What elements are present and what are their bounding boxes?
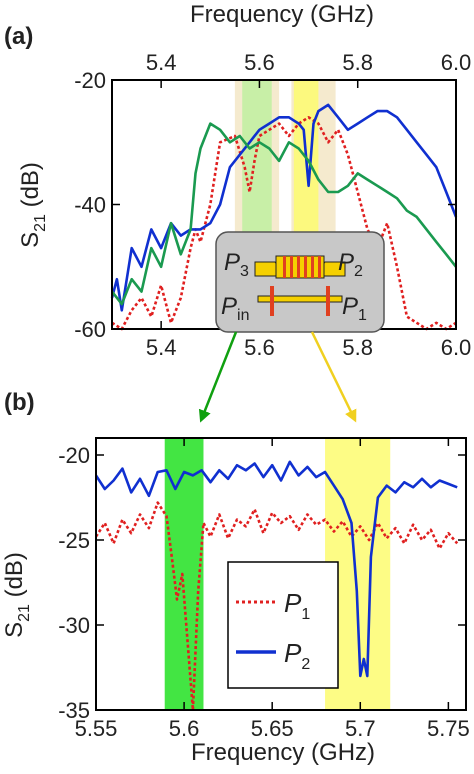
panel-a: (a) Frequency (GHz) 5.4 5.4 5.6 5.6 5.8 5.8 6.… [4, 1, 471, 423]
yellow-zoom-arrow [310, 331, 357, 423]
panel-b: (b) 5.55 5.6 5.65 5.7 5.75 -35 -30 -25 -20 Frequ… [1, 389, 470, 766]
panel-b-y-tick-label: -35 [58, 698, 90, 723]
inset-label-p3: P3 [224, 249, 249, 280]
panel-a-ticks: 5.4 5.4 5.6 5.6 5.8 5.8 6.0 6.0 -60 -40 -20 [74, 50, 471, 360]
panel-b-y-tick-label: -30 [58, 613, 90, 638]
inset-background [215, 231, 385, 333]
legend-label-p2: P2 [284, 638, 310, 673]
panel-b-x-tick-label: 5.75 [427, 716, 470, 741]
panel-a-x-top-tick-label: 5.8 [342, 50, 373, 75]
resonator-icon [254, 255, 346, 316]
panel-a-y-tick-label: -20 [74, 68, 106, 93]
panel-b-series-p2 [94, 460, 458, 678]
panel-a-label: (a) [4, 23, 33, 50]
panel-a-series-p2 [110, 103, 458, 312]
panel-b-x-axis-title: Frequency (GHz) [191, 739, 375, 766]
panel-a-x-tick-label: 6.0 [441, 335, 472, 360]
panel-a-x-tick-label: 5.6 [244, 335, 275, 360]
panel-a-x-axis-title: Frequency (GHz) [190, 1, 374, 28]
panel-b-plot-frame [95, 437, 467, 711]
panel-b-y-tick-label: -25 [58, 528, 90, 553]
inset-label-p2: P2 [338, 249, 363, 280]
panel-a-inset-diagram: P3 P2 Pin P1 [215, 231, 385, 333]
panel-a-series-p3 [110, 122, 458, 306]
panel-a-x-tick-label: 5.8 [342, 335, 373, 360]
panel-a-x-tick-label: 5.4 [146, 335, 177, 360]
panel-a-y-axis-title: S21 (dB) [17, 162, 49, 248]
panel-a-y-tick-label: -40 [74, 193, 106, 218]
panel-b-y-tick-label: -20 [58, 443, 90, 468]
inset-label-p1: P1 [342, 293, 367, 324]
green-zoom-arrow [198, 331, 238, 423]
panel-b-legend: P1 P2 [227, 561, 339, 689]
panel-a-series-p1 [111, 116, 457, 331]
panel-a-x-top-tick-label: 6.0 [441, 50, 472, 75]
panel-b-series-group [94, 460, 459, 712]
panel-b-label: (b) [4, 389, 35, 416]
panel-a-y-tick-label: -60 [74, 317, 106, 342]
panel-b-band-0 [164, 438, 204, 710]
panel-a-x-top-tick-label: 5.6 [244, 50, 275, 75]
panel-b-series-p1 [94, 501, 459, 712]
panel-b-x-tick-label: 5.55 [75, 716, 118, 741]
legend-label-p1: P1 [284, 588, 310, 623]
panel-b-y-axis-title: S21 (dB) [1, 552, 33, 638]
panel-b-ticks: 5.55 5.6 5.65 5.7 5.75 -35 -30 -25 -20 [58, 438, 470, 741]
panel-b-x-tick-label: 5.7 [345, 716, 376, 741]
panel-b-x-tick-label: 5.65 [251, 716, 294, 741]
panel-b-x-tick-label: 5.6 [169, 716, 200, 741]
inset-label-pin: Pin [221, 293, 249, 324]
panel-a-x-top-tick-label: 5.4 [146, 50, 177, 75]
legend-box [227, 561, 339, 689]
panel-a-series-group [110, 103, 458, 331]
